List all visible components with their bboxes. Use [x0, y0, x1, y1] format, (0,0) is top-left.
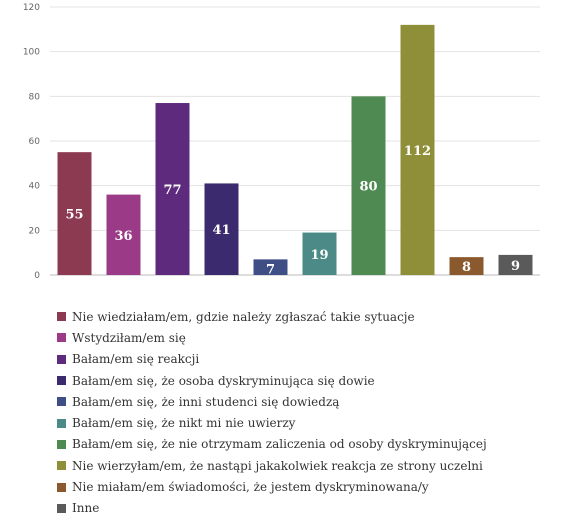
legend-item: Bałam/em się, że nie otrzymam zaliczenia… — [57, 434, 487, 455]
bar-value-label: 55 — [65, 208, 83, 223]
legend-item: Wstydziłam/em się — [57, 327, 487, 348]
legend-swatch — [57, 376, 66, 386]
legend-swatch — [57, 482, 66, 492]
bar — [351, 96, 386, 275]
legend-swatch — [57, 461, 66, 471]
y-tick-label: 100 — [23, 48, 40, 58]
bar-chart: 0 20 40 60 80 100 120 55 36 77 41 7 19 80 112 8 9 — [23, 3, 540, 281]
bar-value-label: 80 — [359, 180, 377, 195]
bar — [400, 24, 435, 275]
legend-label: Wstydziłam/em się — [72, 330, 186, 345]
legend-label: Inne — [72, 501, 100, 516]
legend-label: Nie miałam/em świadomości, że jestem dys… — [72, 480, 429, 495]
legend-item: Bałam/em się reakcji — [57, 349, 487, 370]
legend-item: Nie wierzyłam/em, że nastąpi jakakolwiek… — [57, 455, 487, 476]
bar-value-label: 112 — [404, 144, 431, 159]
legend-swatch — [57, 333, 66, 343]
legend-item: Inne — [57, 498, 487, 519]
legend: Nie wiedziałam/em, gdzie należy zgłaszać… — [57, 306, 487, 519]
legend-label: Bałam/em się, że osoba dyskryminująca si… — [72, 373, 375, 388]
bar — [155, 103, 190, 276]
legend-swatch — [57, 418, 66, 428]
bar-value-label: 9 — [511, 259, 520, 274]
legend-item: Bałam/em się, że nikt mi nie uwierzy — [57, 412, 487, 433]
bar-value-label: 36 — [114, 229, 132, 244]
bar — [498, 254, 533, 275]
y-tick-label: 40 — [29, 182, 41, 192]
bar-value-labels: 55 36 77 41 7 19 80 112 8 9 — [65, 144, 520, 277]
legend-item: Nie miałam/em świadomości, że jestem dys… — [57, 476, 487, 497]
y-tick-label: 60 — [29, 137, 41, 147]
legend-swatch — [57, 397, 66, 407]
bar-value-label: 77 — [163, 183, 181, 198]
bar-value-label: 41 — [212, 223, 230, 238]
bar — [302, 232, 337, 275]
bar-value-label: 8 — [462, 260, 471, 275]
legend-label: Bałam/em się reakcji — [72, 352, 200, 367]
bar-value-label: 19 — [310, 248, 328, 263]
legend-swatch — [57, 503, 66, 513]
bar — [204, 183, 239, 275]
legend-item: Nie wiedziałam/em, gdzie należy zgłaszać… — [57, 306, 487, 327]
legend-label: Nie wierzyłam/em, że nastąpi jakakolwiek… — [72, 458, 483, 473]
legend-item: Bałam/em się, że osoba dyskryminująca si… — [57, 370, 487, 391]
legend-label: Bałam/em się, że inni studenci się dowie… — [72, 394, 340, 409]
y-tick-label: 120 — [23, 3, 40, 13]
bars — [57, 24, 533, 276]
legend-label: Bałam/em się, że nikt mi nie uwierzy — [72, 416, 296, 431]
legend-swatch — [57, 354, 66, 364]
legend-swatch — [57, 439, 66, 449]
legend-label: Nie wiedziałam/em, gdzie należy zgłaszać… — [72, 309, 415, 324]
y-axis-ticks: 0 20 40 60 80 100 120 — [23, 3, 40, 281]
bar — [449, 257, 484, 275]
legend-swatch — [57, 312, 66, 322]
bar — [57, 152, 92, 275]
bar — [253, 259, 288, 275]
y-tick-label: 80 — [29, 92, 41, 102]
legend-label: Bałam/em się, że nie otrzymam zaliczenia… — [72, 437, 487, 452]
bar — [106, 194, 141, 275]
y-tick-label: 0 — [34, 271, 40, 281]
y-tick-label: 20 — [29, 226, 41, 236]
bar-value-label: 7 — [266, 262, 275, 277]
legend-item: Bałam/em się, że inni studenci się dowie… — [57, 391, 487, 412]
